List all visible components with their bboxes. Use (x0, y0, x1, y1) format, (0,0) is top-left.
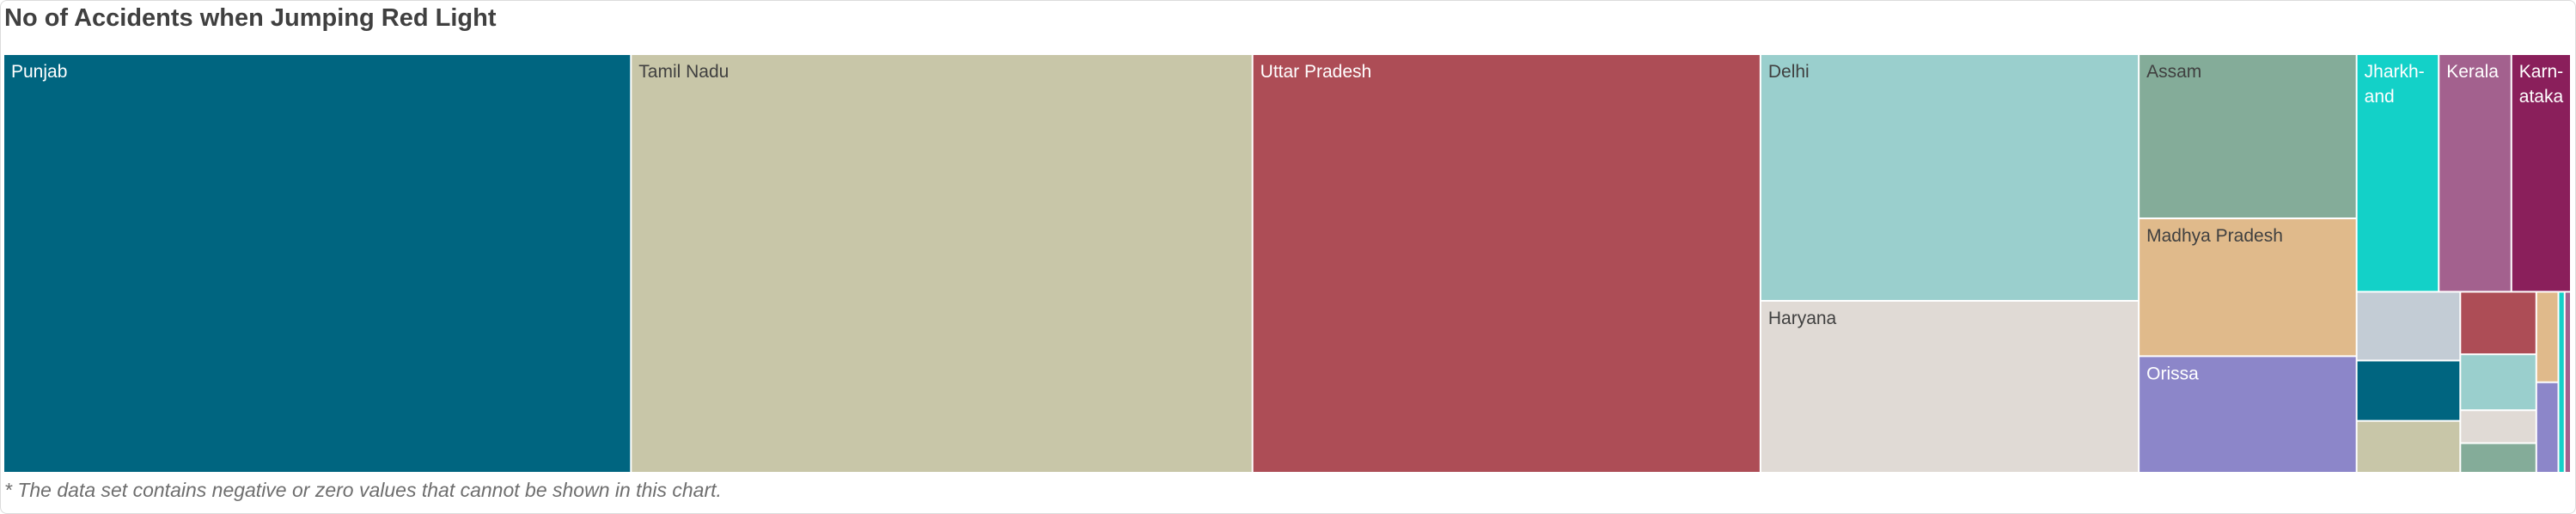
treemap-tile-rect[interactable] (2461, 444, 2536, 472)
treemap-tile-rect[interactable] (2461, 411, 2536, 443)
treemap-tile-unlabeled-17[interactable] (2461, 444, 2536, 472)
treemap-tile-karnataka[interactable]: Karn-ataka (2512, 55, 2570, 291)
treemap-tile-punjab[interactable]: Punjab (4, 55, 631, 472)
treemap-tile-rect[interactable] (2140, 357, 2356, 472)
treemap-svg[interactable]: Punjab Tamil Nadu Uttar Pradesh Delhi Haryan… (4, 55, 2572, 474)
treemap-tile-rect[interactable] (2357, 421, 2460, 472)
treemap-tile-rect[interactable] (2536, 292, 2558, 382)
treemap-tile-kerala[interactable]: Kerala (2439, 55, 2511, 291)
treemap-tile-unlabeled-11[interactable] (2357, 292, 2460, 360)
treemap-tile-rect[interactable] (632, 55, 1252, 472)
treemap-tile-unlabeled-18[interactable] (2536, 292, 2558, 382)
treemap-tile-rect[interactable] (2439, 55, 2511, 291)
treemap-tile-orissa[interactable]: Orissa (2140, 357, 2356, 472)
treemap-tile-label: Jharkh-and (2365, 62, 2425, 107)
treemap-tile-unlabeled-15[interactable] (2461, 355, 2536, 410)
treemap-tile-unlabeled-12[interactable] (2357, 361, 2460, 420)
treemap-tile-rect[interactable] (1761, 55, 2139, 300)
treemap-tile-unlabeled-20[interactable] (2559, 292, 2564, 472)
treemap-tile-unlabeled-16[interactable] (2461, 411, 2536, 443)
treemap-tile-rect[interactable] (2565, 292, 2570, 472)
treemap-tile-unlabeled-14[interactable] (2461, 292, 2536, 354)
treemap-tile-rect[interactable] (1253, 55, 1760, 472)
chart-title: No of Accidents when Jumping Red Light (4, 4, 497, 32)
treemap-tile-jharkhand[interactable]: Jharkh-and (2357, 55, 2439, 291)
treemap-tile-rect[interactable] (2461, 292, 2536, 354)
treemap-tile-label: Delhi (1768, 62, 1810, 82)
treemap-tile-rect[interactable] (2357, 361, 2460, 420)
treemap-tile-uttar-pradesh[interactable]: Uttar Pradesh (1253, 55, 1760, 472)
treemap-tile-rect[interactable] (4, 55, 631, 472)
treemap-tile-unlabeled-13[interactable] (2357, 421, 2460, 472)
treemap-tile-label: Karn-ataka (2519, 62, 2564, 107)
treemap-tile-unlabeled-19[interactable] (2536, 382, 2558, 472)
treemap-tile-rect[interactable] (2559, 292, 2564, 472)
treemap-plot-area[interactable]: Punjab Tamil Nadu Uttar Pradesh Delhi Haryan… (4, 55, 2572, 474)
treemap-tile-tamil-nadu[interactable]: Tamil Nadu (632, 55, 1252, 472)
treemap-tile-rect[interactable] (2140, 55, 2356, 218)
treemap-tile-assam[interactable]: Assam (2140, 55, 2356, 218)
treemap-tile-label: Haryana (1768, 309, 1837, 328)
treemap-tile-label: Uttar Pradesh (1261, 62, 1372, 82)
treemap-tile-label: Tamil Nadu (638, 62, 729, 82)
treemap-tile-label: Madhya Pradesh (2146, 226, 2283, 246)
treemap-tile-rect[interactable] (2461, 355, 2536, 410)
treemap-tile-label: Assam (2146, 62, 2201, 82)
treemap-tile-madhya-pradesh[interactable]: Madhya Pradesh (2140, 219, 2356, 356)
treemap-tile-label: Punjab (11, 62, 67, 82)
treemap-tile-haryana[interactable]: Haryana (1761, 301, 2139, 472)
treemap-tile-rect[interactable] (2357, 292, 2460, 360)
treemap-tile-label: Kerala (2446, 62, 2499, 82)
treemap-tile-rect[interactable] (2357, 55, 2439, 291)
chart-footnote: * The data set contains negative or zero… (4, 479, 722, 501)
treemap-tile-rect[interactable] (2536, 382, 2558, 472)
treemap-tile-unlabeled-21[interactable] (2565, 292, 2570, 472)
treemap-tile-rect[interactable] (2512, 55, 2570, 291)
treemap-tile-rect[interactable] (1761, 301, 2139, 472)
treemap-tile-rect[interactable] (2140, 219, 2356, 356)
treemap-tile-label: Orissa (2146, 364, 2199, 383)
treemap-tile-delhi[interactable]: Delhi (1761, 55, 2139, 300)
